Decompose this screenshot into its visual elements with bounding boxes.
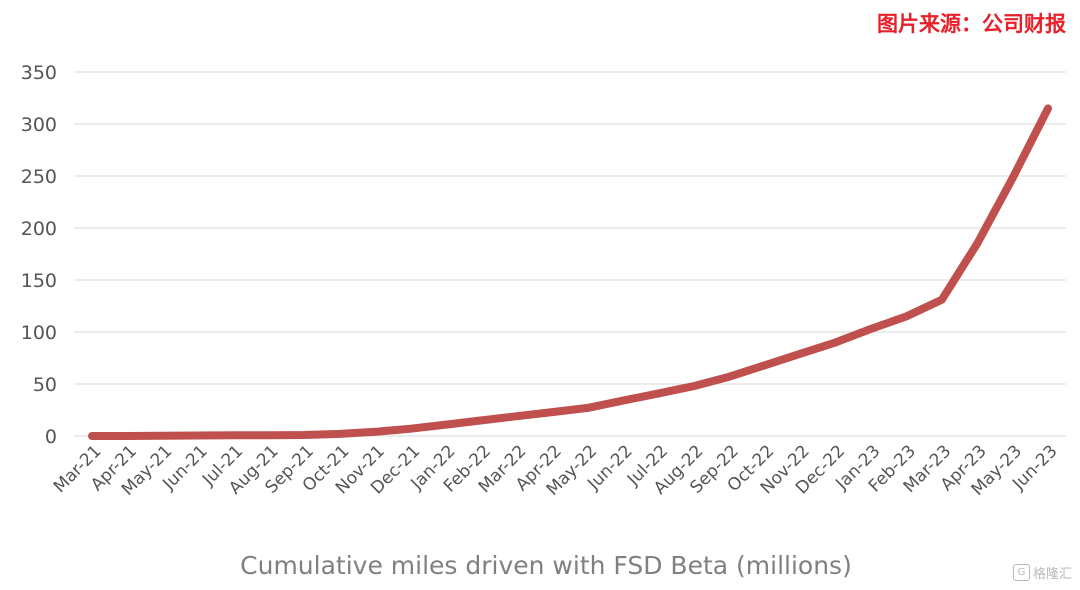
- y-tick-label: 100: [21, 322, 57, 344]
- source-note: 图片来源：公司财报: [877, 12, 1066, 36]
- y-tick-label: 300: [21, 114, 57, 136]
- y-tick-label: 50: [33, 374, 57, 396]
- y-axis-ticks: 0 50 100 150 200 250 300 350: [21, 62, 57, 448]
- y-tick-label: 150: [21, 270, 57, 292]
- series-layer: [88, 104, 1052, 440]
- y-tick-label: 0: [45, 426, 57, 448]
- x-axis-title: Cumulative miles driven with FSD Beta (m…: [240, 551, 852, 580]
- y-tick-label: 250: [21, 166, 57, 188]
- gridlines: [74, 71, 1066, 437]
- y-tick-label: 350: [21, 62, 57, 84]
- series-line-0: [88, 104, 1052, 440]
- watermark: G 格隆汇: [1012, 563, 1072, 582]
- watermark-text: 格隆汇: [1032, 567, 1072, 582]
- y-tick-label: 200: [21, 218, 57, 240]
- watermark-logo-icon: G: [1012, 564, 1030, 581]
- x-axis-ticks: Mar-21Apr-21May-21Jun-21Jul-21Aug-21Sep-…: [50, 441, 1062, 499]
